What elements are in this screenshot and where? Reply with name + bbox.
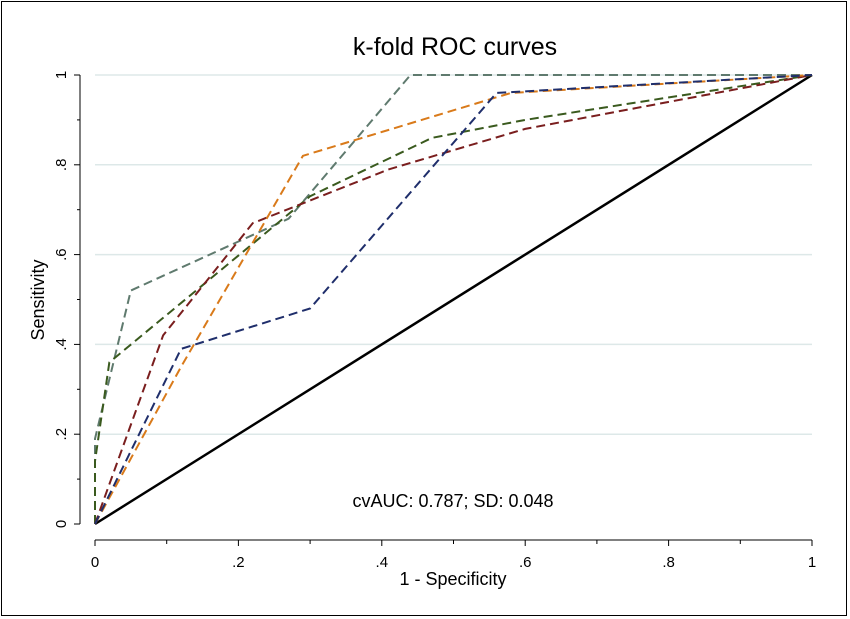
y-tick-label: .8 [53, 159, 70, 172]
cvauc-annotation: cvAUC: 0.787; SD: 0.048 [352, 491, 553, 511]
y-tick-label: 1 [53, 71, 70, 79]
y-axis-label: Sensitivity [28, 259, 48, 340]
chart-title: k-fold ROC curves [353, 33, 557, 61]
tick-marks: 0 .2 .4 .6 .8 1 0 .2 .4 .6 .8 1 [53, 71, 816, 571]
x-tick-label: .8 [662, 554, 675, 571]
roc-series-line-1 [94, 74, 812, 524]
y-tick-label: .6 [53, 248, 70, 261]
x-tick-label: 0 [91, 554, 99, 571]
roc-series-line-5 [94, 74, 813, 525]
x-tick-label: .6 [519, 554, 532, 571]
roc-series-line-2 [94, 74, 813, 524]
roc-series-line-4 [94, 74, 813, 525]
y-tick-label: .2 [53, 428, 70, 441]
x-tick-label: .4 [376, 554, 389, 571]
x-tick-label: 1 [808, 554, 816, 571]
gridlines [95, 74, 812, 435]
x-axis-label: 1 - Specificity [399, 569, 506, 589]
y-tick-label: .4 [53, 338, 70, 351]
reference-line [94, 73, 813, 526]
y-tick-label: 0 [53, 520, 70, 528]
roc-series [94, 73, 813, 526]
x-tick-label: .2 [232, 554, 245, 571]
